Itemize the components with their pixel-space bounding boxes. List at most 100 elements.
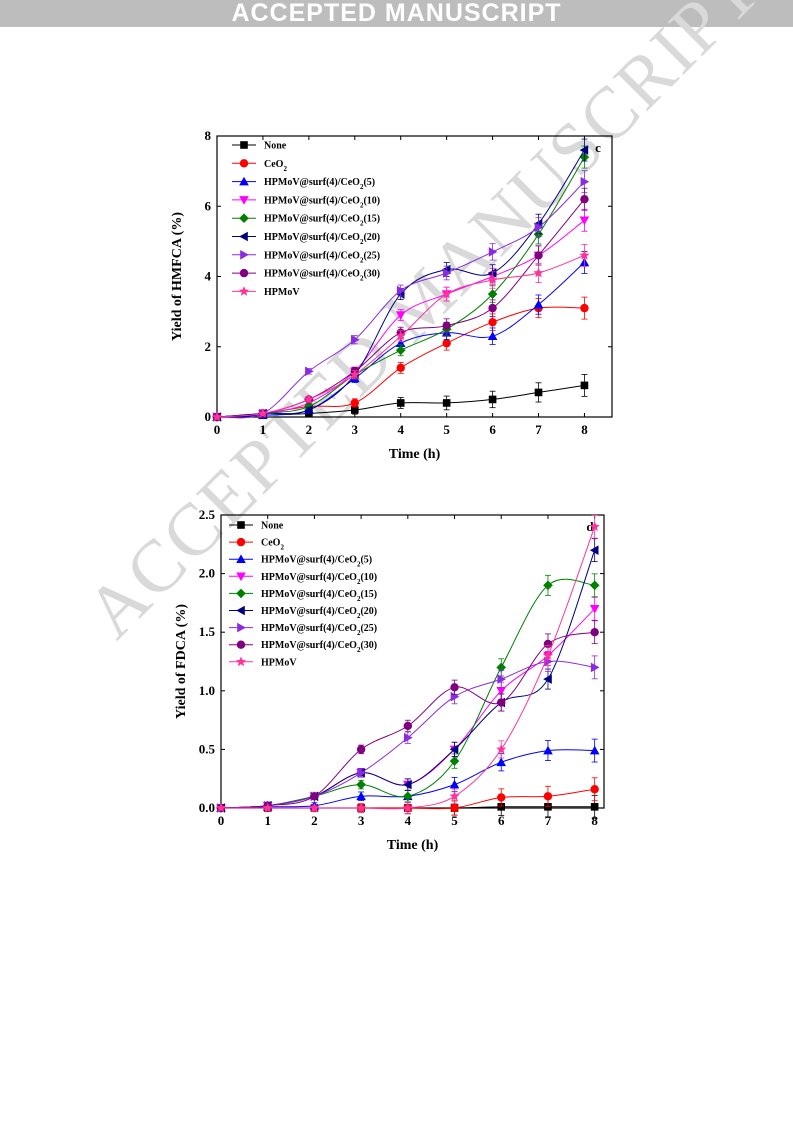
data-point bbox=[496, 757, 506, 767]
y-tick-label: 2.0 bbox=[199, 566, 215, 581]
y-tick-label: 0.5 bbox=[199, 741, 216, 756]
data-point bbox=[542, 650, 553, 660]
data-point bbox=[442, 399, 451, 407]
x-tick-label: 4 bbox=[397, 422, 404, 437]
x-axis-label: Time (h) bbox=[387, 838, 439, 853]
legend-marker bbox=[239, 176, 249, 186]
legend-entry: HPMoV@surf(4)/CeO2(10) bbox=[264, 195, 380, 209]
data-point bbox=[590, 628, 599, 637]
legend-marker bbox=[239, 213, 249, 223]
data-point bbox=[544, 803, 552, 811]
data-point bbox=[579, 216, 590, 226]
x-tick-label: 1 bbox=[260, 422, 267, 437]
data-point bbox=[450, 691, 460, 702]
y-tick-label: 6 bbox=[205, 198, 212, 213]
data-point bbox=[534, 251, 543, 260]
legend-marker bbox=[239, 159, 249, 168]
data-point bbox=[589, 521, 600, 531]
data-point bbox=[497, 674, 506, 684]
data-point bbox=[534, 388, 543, 397]
legend-entry: HPMoV@surf(4)/CeO2(10) bbox=[261, 572, 377, 586]
data-point bbox=[441, 288, 452, 299]
data-point bbox=[396, 363, 405, 373]
x-tick-label: 7 bbox=[545, 813, 552, 828]
x-tick-label: 0 bbox=[218, 813, 225, 828]
data-point bbox=[589, 580, 600, 591]
data-point bbox=[396, 285, 406, 296]
data-point bbox=[488, 395, 497, 404]
y-tick-label: 2 bbox=[205, 339, 212, 354]
x-tick-label: 3 bbox=[358, 813, 365, 828]
data-point bbox=[543, 639, 553, 649]
data-point bbox=[403, 721, 413, 731]
legend-entry: HPMoV@surf(4)/CeO2(20) bbox=[264, 232, 380, 246]
x-tick-label: 8 bbox=[591, 813, 598, 828]
legend-entry: HPMoV@surf(4)/CeO2(30) bbox=[264, 269, 380, 283]
data-point bbox=[589, 745, 600, 755]
data-point bbox=[357, 768, 366, 778]
data-point bbox=[543, 745, 553, 755]
data-point bbox=[442, 339, 451, 348]
data-point bbox=[496, 687, 506, 696]
data-point bbox=[356, 779, 366, 790]
legend-marker bbox=[240, 250, 249, 260]
data-point bbox=[356, 745, 366, 754]
data-point bbox=[404, 732, 413, 743]
x-tick-label: 6 bbox=[489, 422, 496, 437]
data-point bbox=[262, 802, 273, 813]
panel-label: d bbox=[586, 519, 594, 534]
legend-marker bbox=[239, 268, 249, 278]
x-tick-label: 1 bbox=[264, 813, 271, 828]
hmfca-yield-chart: 0 1 2 3 4 5 6 7 8 0 2 4 6 8 Time (h) Yield of HMFCA (%)… bbox=[170, 128, 613, 462]
legend-marker bbox=[239, 231, 248, 242]
data-point bbox=[543, 792, 553, 801]
legend-entry: None bbox=[261, 521, 284, 532]
data-point bbox=[396, 399, 405, 407]
legend-entry: CeO2 bbox=[264, 159, 287, 173]
x-tick-label: 2 bbox=[306, 422, 313, 437]
data-point bbox=[350, 406, 359, 414]
data-point bbox=[395, 345, 406, 356]
data-point bbox=[257, 408, 268, 418]
series-line bbox=[220, 608, 596, 809]
data-point bbox=[589, 605, 600, 614]
legend-entry: HPMoV@surf(4)/CeO2(15) bbox=[264, 214, 380, 228]
data-point bbox=[216, 802, 226, 813]
legend-marker bbox=[236, 554, 246, 563]
data-point bbox=[212, 411, 222, 422]
y-tick-label: 1.0 bbox=[199, 683, 215, 698]
data-point bbox=[589, 545, 599, 555]
legend-entry: HPMoV@surf(4)/CeO2(5) bbox=[264, 177, 375, 191]
x-tick-label: 7 bbox=[535, 422, 542, 437]
x-tick-label: 5 bbox=[451, 813, 458, 828]
data-point bbox=[403, 791, 413, 802]
legend-marker bbox=[237, 521, 245, 529]
data-point bbox=[350, 398, 359, 408]
x-tick-label: 3 bbox=[352, 422, 359, 437]
y-tick-label: 0.0 bbox=[199, 800, 215, 815]
legend-marker bbox=[239, 196, 249, 205]
x-axis-label: Time (h) bbox=[389, 447, 441, 462]
data-point bbox=[449, 791, 460, 801]
data-point bbox=[488, 303, 497, 313]
legend: None CeO2 HPMoV@surf(4)/CeO2(5) HPMoV@surf(… bbox=[232, 141, 380, 298]
data-point bbox=[356, 791, 366, 801]
data-point bbox=[450, 683, 459, 692]
banner-text: ACCEPTED MANUSCRIPT bbox=[231, 0, 562, 27]
legend: None CeO2 HPMoV@surf(4)/CeO2(5) HPMoV@surf(… bbox=[229, 521, 377, 668]
y-axis-label: Yield of HMFCA (%) bbox=[170, 212, 185, 341]
data-point bbox=[487, 289, 498, 299]
data-point bbox=[579, 250, 590, 260]
data-point bbox=[580, 195, 589, 204]
y-tick-labels: 0 2 4 6 8 bbox=[205, 128, 212, 424]
legend-entry: HPMoV@surf(4)/CeO2(25) bbox=[264, 250, 380, 264]
x-tick-label: 5 bbox=[443, 422, 450, 437]
y-tick-label: 1.5 bbox=[199, 624, 216, 639]
data-point bbox=[590, 662, 600, 673]
data-point bbox=[449, 779, 460, 789]
data-point bbox=[533, 299, 544, 309]
data-point bbox=[356, 802, 367, 813]
data-point bbox=[351, 334, 360, 345]
legend-entry: HPMoV@surf(4)/CeO2(15) bbox=[261, 589, 377, 603]
x-tick-label: 0 bbox=[214, 422, 221, 437]
